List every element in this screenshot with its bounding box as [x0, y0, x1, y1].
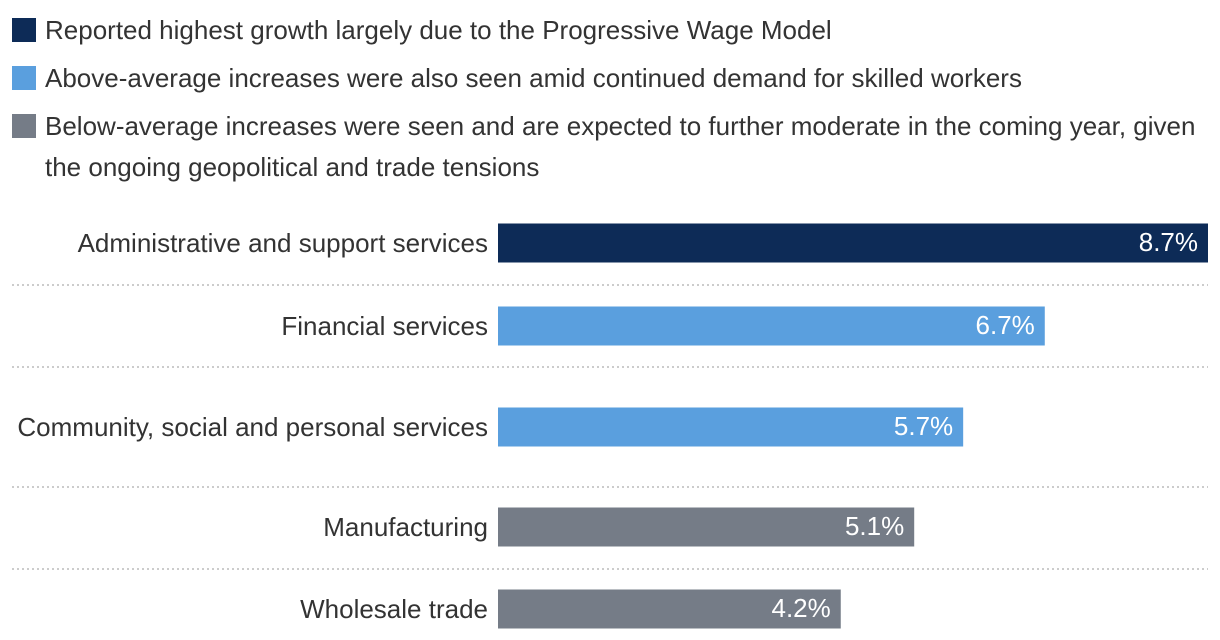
value-label: 8.7% — [1139, 227, 1198, 257]
bar — [498, 306, 1045, 346]
legend-label: Below-average increases were seen and ar… — [45, 111, 1196, 182]
value-label: 5.7% — [894, 411, 953, 441]
legend-item: Below-average increases were seen and ar… — [12, 106, 1202, 188]
category-label: Community, social and personal services — [17, 412, 488, 442]
legend-label: Above-average increases were also seen a… — [45, 63, 1022, 93]
legend-label: Reported highest growth largely due to t… — [45, 15, 832, 45]
legend-item: Reported highest growth largely due to t… — [12, 10, 1202, 51]
legend-item: Above-average increases were also seen a… — [12, 58, 1202, 99]
category-label: Administrative and support services — [77, 228, 488, 258]
value-label: 4.2% — [771, 593, 830, 623]
category-label: Manufacturing — [323, 512, 488, 542]
bar — [498, 507, 915, 547]
legend-swatch — [12, 18, 36, 42]
bar — [498, 223, 1208, 263]
value-label: 6.7% — [976, 310, 1035, 340]
legend-swatch — [12, 66, 36, 90]
value-label: 5.1% — [845, 511, 904, 541]
bar — [498, 407, 964, 447]
category-label: Financial services — [281, 311, 488, 341]
legend-swatch — [12, 114, 36, 138]
category-label: Wholesale trade — [300, 594, 488, 624]
bar — [498, 589, 841, 629]
